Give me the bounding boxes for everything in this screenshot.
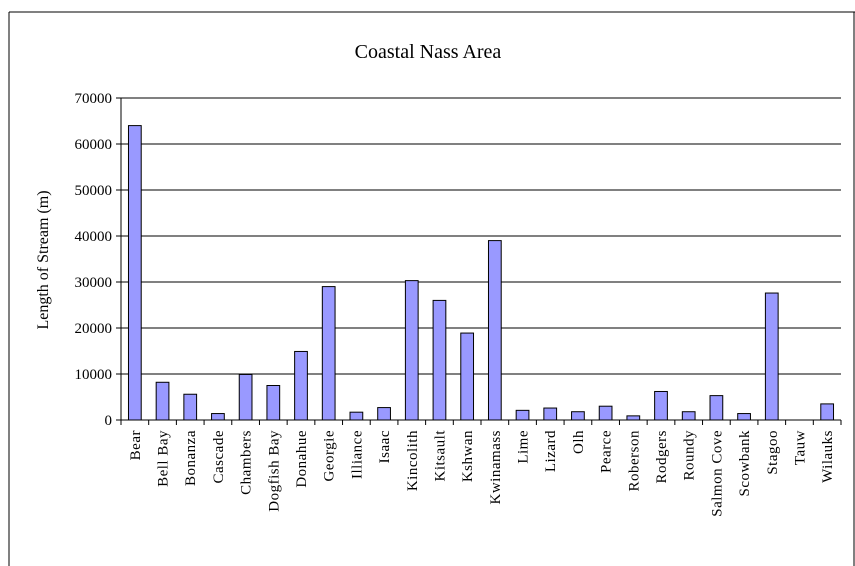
bar [404,280,419,421]
y-tick-label: 70000 [75,91,113,107]
x-tick-label: Donahue [294,430,310,488]
bar [349,411,364,421]
y-tick-label: 20000 [75,321,113,337]
y-tick-label: 50000 [75,183,113,199]
x-tick-label: Pearce [599,430,615,473]
bar [266,385,281,421]
chart-title: Coastal Nass Area [355,41,502,63]
x-tick-label: Kitsault [432,430,448,482]
y-tick-label: 60000 [75,137,113,153]
bars [127,125,835,421]
bar [432,299,447,421]
y-tick-label: 30000 [75,275,113,291]
bar [321,286,336,421]
y-tick-label: 0 [105,413,113,429]
y-tick-label: 40000 [75,229,113,245]
x-tick-label: Lime [516,430,532,464]
x-tick-label: Tauw [792,430,808,465]
x-tick-label: Kwinamass [488,430,504,505]
x-tick-label: Illiance [349,430,365,479]
bar [737,413,751,421]
bar [515,409,530,421]
bar [709,395,724,421]
bar [127,125,142,421]
x-tick-label: Isaac [377,430,393,463]
y-tick-labels: 0 10000 20000 30000 40000 50000 60000 70000 [75,91,113,429]
x-tick-label: Kincolith [405,430,421,491]
y-axis-label: Length of Stream (m) [35,190,52,329]
y-tick-label: 10000 [75,367,113,383]
x-tick-label: Bell Bay [156,430,172,487]
x-tick-label: Chambers [239,430,255,495]
bar [155,381,170,421]
bar [764,292,779,421]
x-tick-label: Stagoo [765,430,781,475]
x-tick-label: Rodgers [654,430,670,484]
x-tick-label: Roundy [682,430,698,481]
bar [543,407,558,421]
bar [654,390,668,421]
bar [238,373,253,421]
x-tick-label: Cascade [211,430,227,483]
x-tick-label: Olh [571,430,587,454]
bar [487,240,502,421]
bar [294,350,308,421]
bar [626,415,641,421]
x-tick-label: Kshwan [460,430,476,482]
bar [571,411,585,421]
x-tick-label: Salmon Cove [709,430,725,517]
x-tick-label: Bear [128,430,144,460]
x-tick-label: Georgie [322,430,338,482]
bar [183,393,198,421]
bar [460,332,475,421]
x-tick-label: Roberson [626,430,642,492]
x-tick-label: Wilauks [820,430,836,483]
bar [211,413,225,421]
gridlines [121,97,841,375]
bar [681,411,696,421]
x-tick-label: Lizard [543,430,559,472]
bar [820,403,835,421]
bar [598,405,613,421]
x-tick-label: Scowbank [737,430,753,497]
x-tick-labels: Bear Bell Bay Bonanza Cascade Chambers Dogfis… [128,430,836,517]
axes [116,97,842,425]
x-tick-label: Bonanza [183,430,199,486]
bar [377,407,391,421]
x-tick-label: Dogfish Bay [266,430,282,512]
